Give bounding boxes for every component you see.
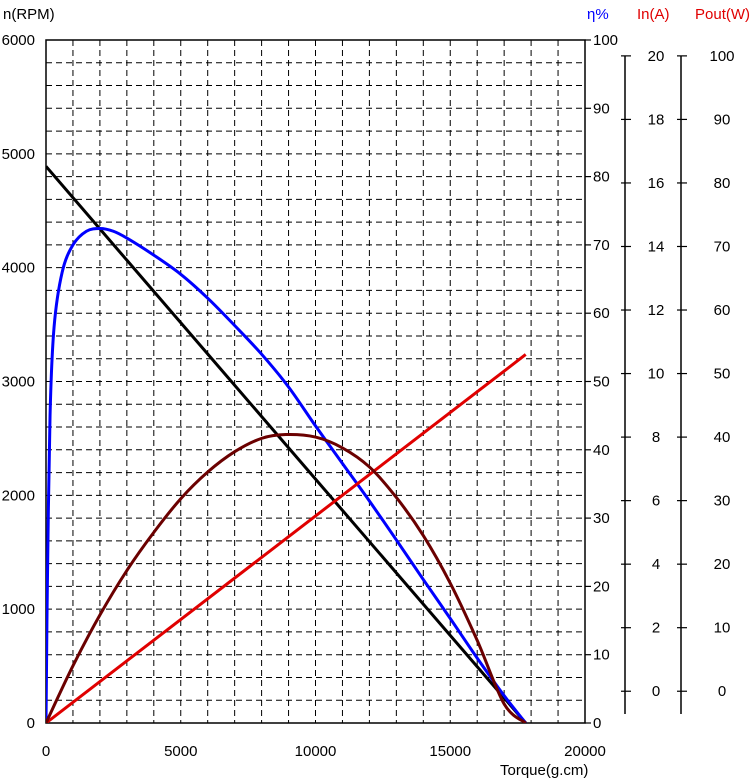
- x-axis-label: Torque(g.cm): [500, 762, 588, 779]
- power-tick-label: 40: [714, 429, 731, 446]
- efficiency-tick-label: 100: [593, 32, 618, 49]
- x-tick-label: 15000: [429, 743, 471, 760]
- current-tick-label: 8: [652, 429, 660, 446]
- current-tick-label: 4: [652, 556, 660, 573]
- power-tick-label: 0: [718, 683, 726, 700]
- labels: n(RPM) η% In(A) Pout(W) Torque(g.cm) 0 50…: [2, 6, 750, 779]
- power-tick-label: 30: [714, 493, 731, 510]
- efficiency-series-line: [46, 227, 527, 723]
- efficiency-tick-label: 40: [593, 442, 610, 459]
- current-tick-label: 16: [648, 175, 665, 192]
- current-tick-label: 14: [648, 238, 665, 255]
- power-axis-label: Pout(W): [695, 6, 750, 23]
- speed-tick-label: 5000: [2, 146, 35, 163]
- current-tick-label: 6: [652, 493, 660, 510]
- power-tick-label: 50: [714, 366, 731, 383]
- speed-tick-label: 4000: [2, 260, 35, 277]
- efficiency-tick-label: 30: [593, 510, 610, 527]
- efficiency-axis-label: η%: [587, 6, 609, 23]
- current-tick-label: 12: [648, 302, 665, 319]
- current-tick-label: 0: [652, 683, 660, 700]
- efficiency-tick-label: 20: [593, 578, 610, 595]
- power-tick-label: 80: [714, 175, 731, 192]
- series: [46, 165, 527, 723]
- x-tick-label: 20000: [564, 743, 606, 760]
- efficiency-tick-label: 10: [593, 647, 610, 664]
- speed-tick-label: 0: [27, 715, 35, 732]
- speed-tick-label: 6000: [2, 32, 35, 49]
- current-tick-label: 20: [648, 48, 665, 65]
- axes: [45, 39, 687, 724]
- power-tick-label: 10: [714, 620, 731, 637]
- efficiency-tick-label: 60: [593, 305, 610, 322]
- x-tick-label: 5000: [164, 743, 197, 760]
- power-series-line: [46, 433, 527, 723]
- power-tick-label: 90: [714, 111, 731, 128]
- current-tick-label: 2: [652, 620, 660, 637]
- efficiency-tick-label: 50: [593, 374, 610, 391]
- power-tick-label: 100: [709, 48, 734, 65]
- current-tick-label: 10: [648, 366, 665, 383]
- speed-tick-label: 3000: [2, 374, 35, 391]
- efficiency-tick-label: 70: [593, 237, 610, 254]
- power-tick-label: 70: [714, 238, 731, 255]
- power-tick-label: 20: [714, 556, 731, 573]
- current-series-line: [46, 353, 527, 723]
- power-tick-label: 60: [714, 302, 731, 319]
- efficiency-tick-label: 0: [593, 715, 601, 732]
- current-axis-label: In(A): [637, 6, 670, 23]
- grid: [46, 40, 585, 723]
- x-tick-label: 10000: [295, 743, 337, 760]
- speed-tick-label: 1000: [2, 601, 35, 618]
- efficiency-tick-label: 90: [593, 100, 610, 117]
- current-tick-label: 18: [648, 111, 665, 128]
- speed-tick-label: 2000: [2, 487, 35, 504]
- x-tick-label: 0: [42, 743, 50, 760]
- speed-series-line: [46, 165, 527, 723]
- speed-axis-label: n(RPM): [3, 6, 55, 23]
- efficiency-tick-label: 80: [593, 169, 610, 186]
